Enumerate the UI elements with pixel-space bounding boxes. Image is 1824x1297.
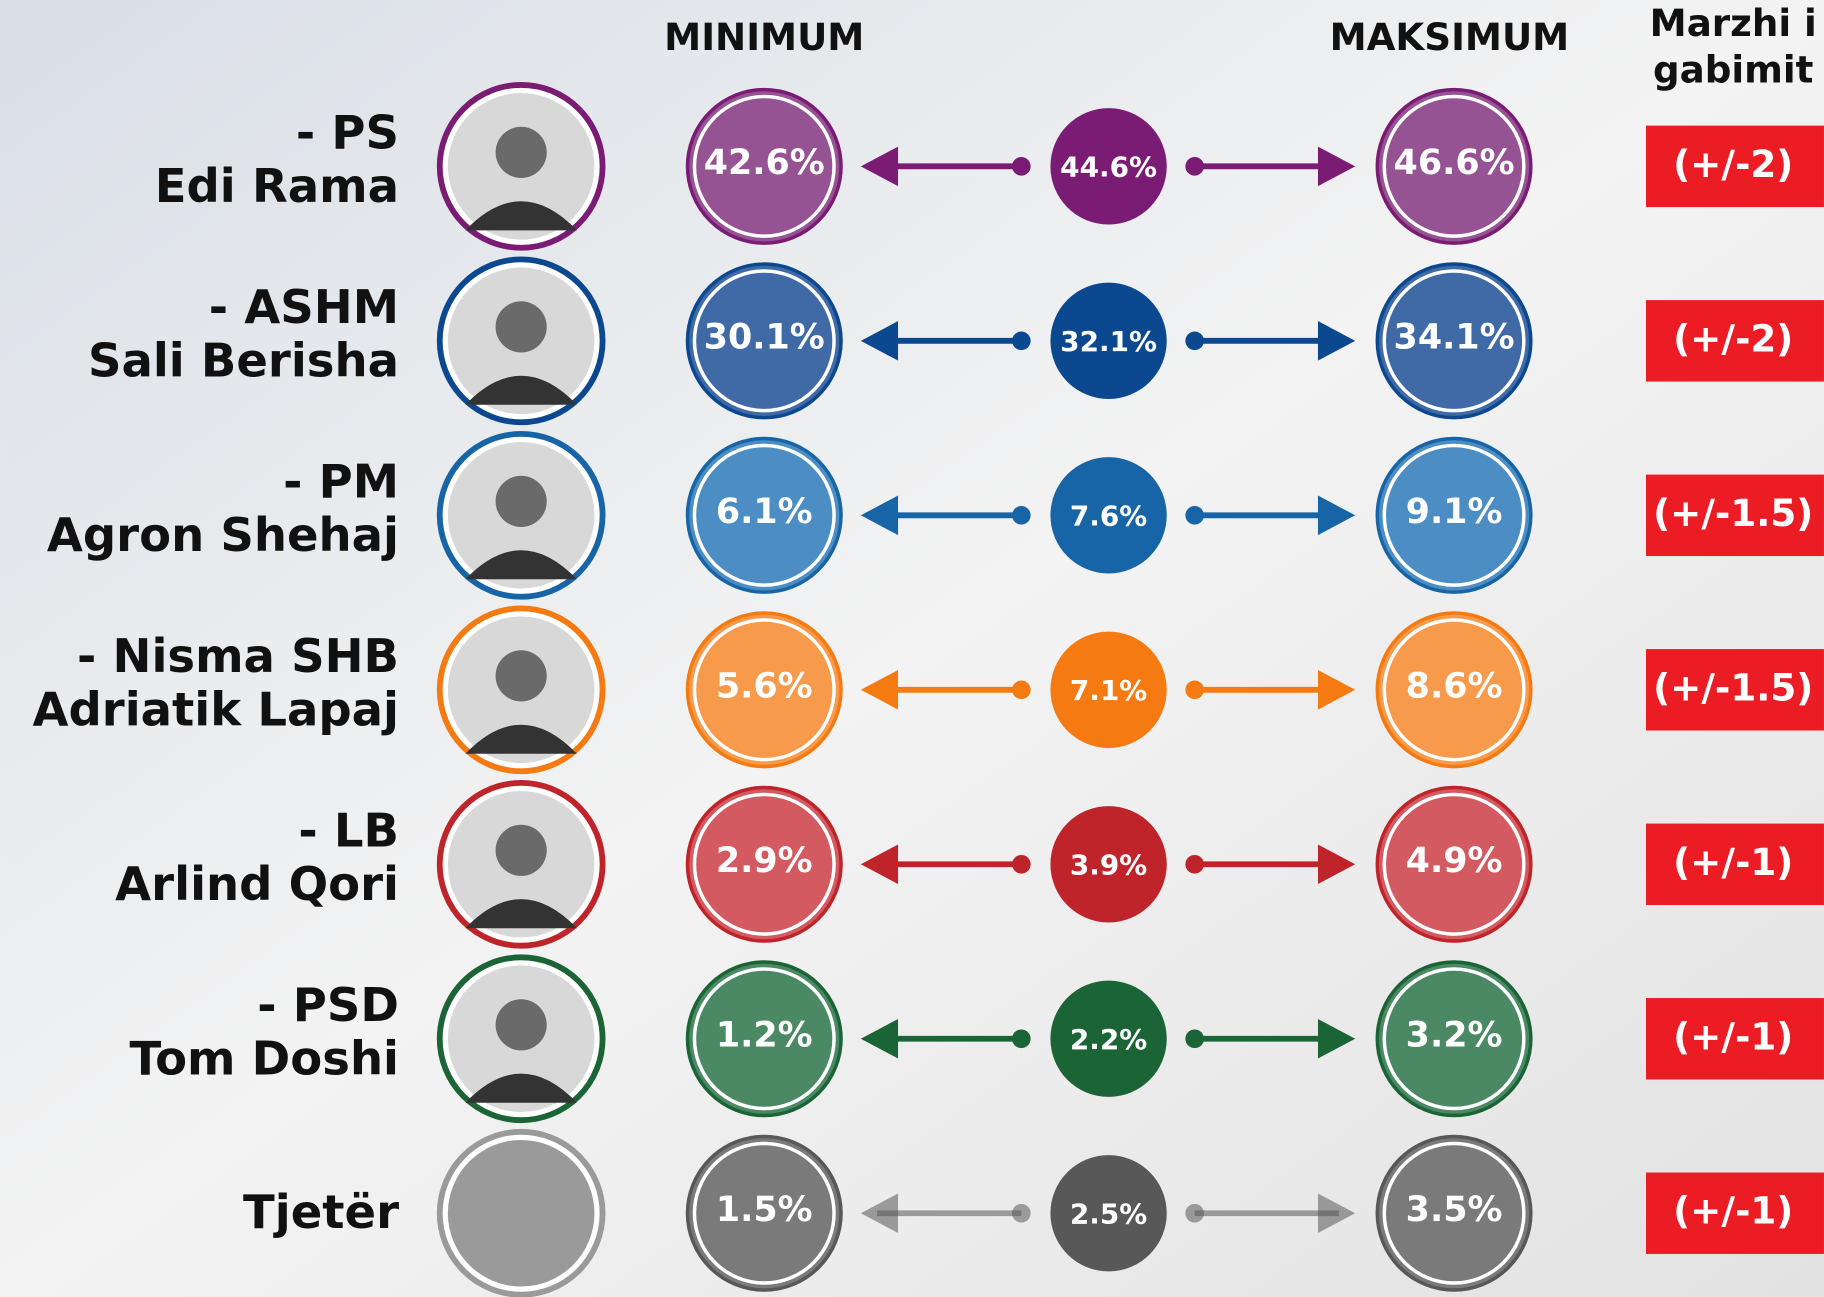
party-label: - PSD xyxy=(257,978,399,1032)
min-value: 2.9% xyxy=(716,841,813,881)
party-label: - ASHM xyxy=(209,280,399,334)
margin-value: (+/-2) xyxy=(1673,142,1793,186)
max-value: 4.9% xyxy=(1406,841,1503,881)
max-value: 34.1% xyxy=(1394,317,1515,357)
mid-value: 7.6% xyxy=(1070,500,1147,533)
margin-value: (+/-1) xyxy=(1673,840,1793,884)
photo-head xyxy=(496,476,547,527)
margin-value: (+/-1.5) xyxy=(1653,491,1813,535)
min-value: 6.1% xyxy=(716,492,813,532)
margin-value: (+/-1) xyxy=(1673,1014,1793,1058)
arrow-dot xyxy=(1185,506,1204,525)
max-value: 9.1% xyxy=(1406,492,1503,532)
max-value: 46.6% xyxy=(1394,143,1515,183)
infographic: MINIMUM MAKSIMUM Marzhi i gabimit - PSEd… xyxy=(0,0,1824,1297)
arrow-dot xyxy=(1012,1204,1031,1223)
mid-value: 3.9% xyxy=(1070,849,1147,882)
arrow-dot xyxy=(1185,680,1204,699)
min-value: 1.5% xyxy=(716,1190,813,1230)
photo-head xyxy=(496,825,547,876)
min-value: 5.6% xyxy=(716,666,813,706)
minimum-header: MINIMUM xyxy=(664,15,864,59)
candidate-name: Tom Doshi xyxy=(130,1032,399,1086)
arrow-dot xyxy=(1012,1029,1031,1048)
arrow-dot xyxy=(1185,332,1204,351)
mid-value: 7.1% xyxy=(1070,674,1147,707)
mid-value: 44.6% xyxy=(1060,151,1157,184)
margin-header: Marzhi i xyxy=(1650,1,1817,45)
photo-head xyxy=(496,301,547,352)
party-label: - PM xyxy=(283,455,399,509)
photo-head xyxy=(496,650,547,701)
photo xyxy=(448,1140,595,1287)
mid-value: 2.2% xyxy=(1070,1023,1147,1056)
arrow-dot xyxy=(1185,1204,1204,1223)
party-label: - LB xyxy=(298,804,399,858)
candidate-name: Edi Rama xyxy=(155,159,399,213)
arrow-dot xyxy=(1012,855,1031,874)
min-value: 1.2% xyxy=(716,1015,813,1055)
candidate-name: Agron Shehaj xyxy=(47,508,399,562)
arrow-dot xyxy=(1012,332,1031,351)
photo-head xyxy=(496,999,547,1050)
arrow-dot xyxy=(1012,506,1031,525)
party-label: Tjetër xyxy=(243,1185,399,1239)
arrow-dot xyxy=(1012,680,1031,699)
maximum-header: MAKSIMUM xyxy=(1330,15,1570,59)
min-value: 42.6% xyxy=(704,143,825,183)
max-value: 8.6% xyxy=(1406,666,1503,706)
party-label: - Nisma SHB xyxy=(77,629,399,683)
min-value: 30.1% xyxy=(704,317,825,357)
candidate-name: Adriatik Lapaj xyxy=(32,683,399,737)
margin-value: (+/-1.5) xyxy=(1653,665,1813,709)
arrow-dot xyxy=(1012,157,1031,176)
margin-value: (+/-2) xyxy=(1673,316,1793,360)
candidate-name: Arlind Qori xyxy=(115,857,399,911)
margin-value: (+/-1) xyxy=(1673,1189,1793,1233)
margin-header: gabimit xyxy=(1653,48,1814,92)
max-value: 3.2% xyxy=(1406,1015,1503,1055)
photo-head xyxy=(496,127,547,178)
arrow-dot xyxy=(1185,157,1204,176)
arrow-dot xyxy=(1185,1029,1204,1048)
mid-value: 32.1% xyxy=(1060,325,1157,358)
party-label: - PS xyxy=(296,106,399,160)
candidate-name: Sali Berisha xyxy=(88,334,399,388)
arrow-dot xyxy=(1185,855,1204,874)
mid-value: 2.5% xyxy=(1070,1198,1147,1231)
max-value: 3.5% xyxy=(1406,1190,1503,1230)
